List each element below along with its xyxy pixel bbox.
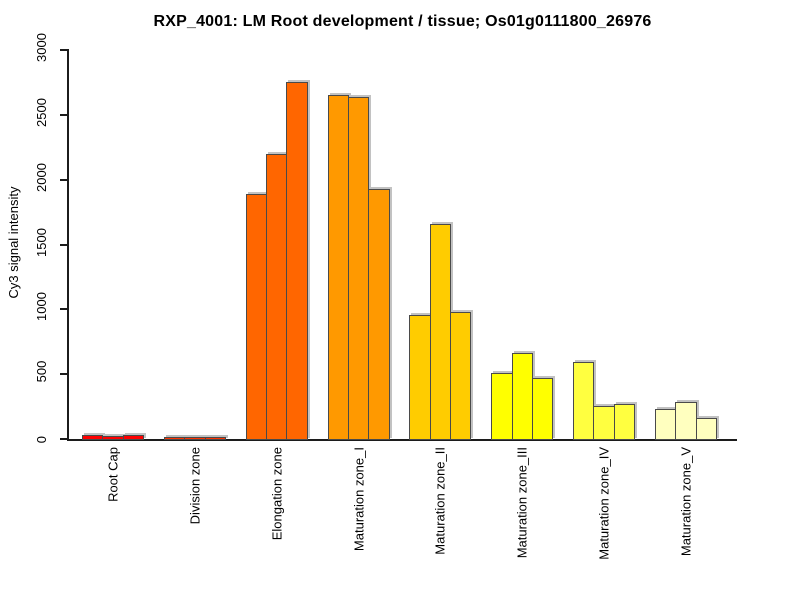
x-category-label-wrap: Maturation zone_I: [351, 447, 366, 556]
y-tick-label-wrap: 500: [34, 361, 49, 388]
y-axis-title: Cy3 signal intensity: [6, 186, 21, 299]
y-tick-label: 500: [34, 360, 49, 383]
x-category-label: Maturation zone_III: [514, 447, 530, 559]
y-tick-label: 2500: [34, 98, 49, 127]
bar-maturation-zone-v-rep1: [654, 408, 677, 440]
y-tick-label-wrap: 3000: [34, 33, 49, 67]
y-axis-title-wrap: Cy3 signal intensity: [6, 187, 21, 304]
y-tick-label-wrap: 1000: [34, 292, 49, 326]
y-tick-label: 1500: [34, 227, 49, 257]
x-category-label: Elongation zone: [269, 447, 285, 541]
bar-division-zone-rep3: [204, 437, 226, 440]
chart-title: RXP_4001: LM Root development / tissue; …: [153, 13, 652, 30]
bar-maturation-zone-v-rep3: [695, 417, 717, 440]
x-category-label-wrap: Division zone: [187, 447, 202, 529]
y-tick: [60, 243, 68, 246]
y-tick: [60, 438, 68, 440]
bar-maturation-zone-v-rep2: [675, 401, 697, 440]
x-category-label-wrap: Root Cap: [106, 447, 121, 507]
bar-root-cap-rep3: [122, 435, 144, 440]
y-tick-label: 2000: [34, 162, 49, 192]
x-category-label: Division zone: [187, 447, 203, 525]
bar-maturation-zone-ii-rep1: [409, 314, 431, 440]
x-category-label: Maturation zone_II: [432, 447, 448, 555]
bar-elongation-zone-rep3: [286, 81, 308, 440]
bar-maturation-zone-iii-rep3: [531, 377, 554, 440]
bar-maturation-zone-ii-rep2: [429, 224, 452, 440]
y-tick-label-wrap: 2500: [34, 98, 49, 132]
bar-maturation-zone-ii-rep3: [450, 312, 472, 440]
bar-division-zone-rep2: [184, 437, 206, 440]
y-tick: [60, 308, 68, 311]
x-category-label: Maturation zone_I: [351, 447, 367, 552]
x-category-label-wrap: Maturation zone_IV: [597, 447, 612, 565]
y-tick-label-wrap: 0: [34, 430, 49, 448]
bar-elongation-zone-rep2: [266, 154, 288, 440]
x-category-label: Maturation zone_V: [678, 447, 694, 557]
bar-root-cap-rep1: [82, 435, 104, 440]
bar-maturation-zone-i-rep2: [347, 97, 370, 440]
bar-division-zone-rep1: [163, 437, 186, 440]
bar-maturation-zone-i-rep1: [327, 94, 349, 440]
y-axis-line: [67, 49, 69, 441]
x-category-label: Maturation zone_IV: [596, 447, 612, 560]
y-tick: [60, 114, 68, 116]
x-category-label-wrap: Maturation zone_V: [678, 447, 693, 561]
bar-maturation-zone-iii-rep2: [511, 353, 533, 440]
y-tick: [60, 178, 68, 181]
bar-maturation-zone-iv-rep2: [593, 405, 615, 440]
y-tick-label-wrap: 1500: [34, 228, 49, 262]
y-tick: [60, 49, 68, 52]
x-axis-line: [67, 439, 737, 441]
bar-maturation-zone-i-rep3: [368, 189, 390, 440]
x-category-label-wrap: Maturation zone_III: [515, 447, 530, 563]
x-category-label-wrap: Elongation zone: [269, 447, 284, 545]
bar-root-cap-rep2: [102, 436, 124, 440]
bar-maturation-zone-iv-rep1: [573, 361, 595, 440]
y-tick-label-wrap: 2000: [34, 163, 49, 197]
y-tick: [60, 373, 68, 376]
y-tick-label: 3000: [34, 33, 49, 63]
x-category-label-wrap: Maturation zone_II: [433, 447, 448, 560]
bar-elongation-zone-rep1: [245, 193, 268, 440]
bar-maturation-zone-iv-rep3: [613, 403, 636, 440]
bar-maturation-zone-iii-rep1: [491, 372, 513, 440]
x-category-label: Root Cap: [105, 447, 121, 502]
y-tick-label: 1000: [34, 292, 49, 322]
y-tick-label: 0: [34, 435, 49, 443]
